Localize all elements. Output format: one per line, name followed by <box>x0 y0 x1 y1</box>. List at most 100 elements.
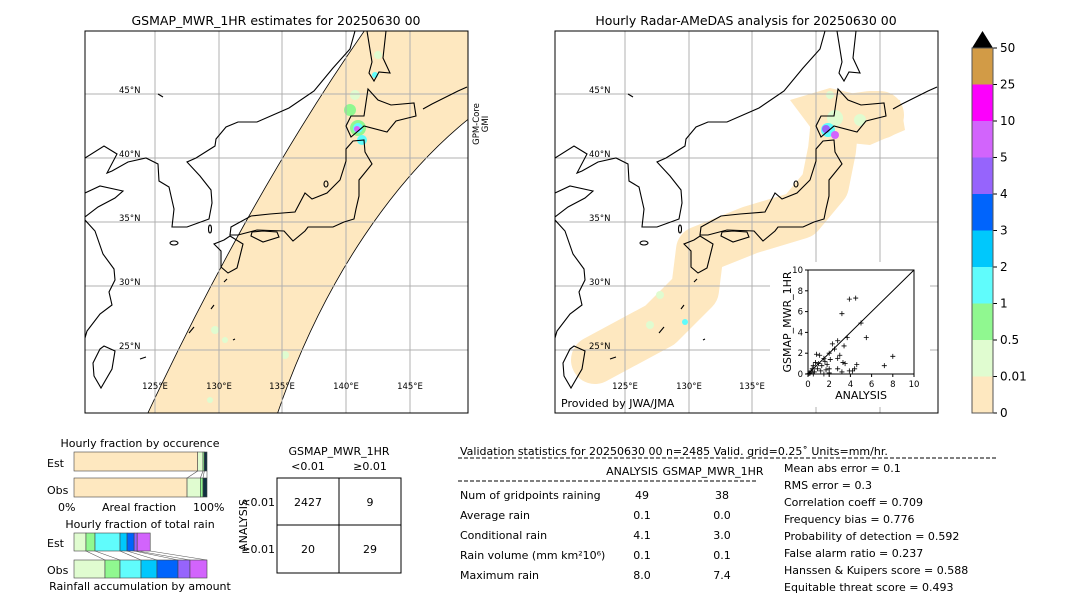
bar-connector <box>119 550 142 561</box>
bar-segment <box>204 451 208 472</box>
scatter-point <box>818 368 824 374</box>
stats-score: RMS error = 0.3 <box>784 479 872 492</box>
scatter-inset: 0 2 4 6 8 10 0 2 4 6 8 10 ANALYSIS GSMAP_MWR_1HR <box>770 262 930 407</box>
scatter-point <box>854 362 860 368</box>
colorbar-label: 5 <box>1000 151 1008 165</box>
colorbar-extend-arrow <box>972 31 993 48</box>
scatter-ytick-label: 8 <box>798 287 803 297</box>
scatter-point <box>815 366 821 372</box>
scatter-ytick-label: 6 <box>798 308 803 318</box>
left-map-frame <box>84 30 469 414</box>
stats-analysis-value: 49 <box>635 489 649 502</box>
stats-row-label: Num of gridpoints raining <box>460 489 601 502</box>
occurrence-xlabel: Areal fraction <box>102 501 176 514</box>
scatter-point <box>842 361 848 367</box>
stats-analysis-value: 8.0 <box>633 569 651 582</box>
right-map-frame <box>554 30 939 414</box>
stats-score: Correlation coeff = 0.709 <box>784 496 923 509</box>
scatter-point <box>823 367 829 373</box>
left-lat-labels: 45°N 40°N 35°N 30°N 25°N <box>119 86 140 352</box>
bar-segment <box>73 559 106 579</box>
occurrence-obs-label: Obs <box>47 484 69 497</box>
bar-segment <box>126 532 135 552</box>
scatter-point <box>809 366 815 372</box>
scatter-point <box>812 360 818 366</box>
contingency-row-label: ≥0.01 <box>241 543 275 556</box>
stats-score: Mean abs error = 0.1 <box>784 462 901 475</box>
scatter-point <box>819 363 825 369</box>
stats-gsmap-value: 0.0 <box>713 509 731 522</box>
bar-connector <box>94 550 121 561</box>
scatter-ytick-label: 0 <box>798 370 803 380</box>
occurrence-est-label: Est <box>47 457 65 470</box>
scatter-point <box>853 295 859 301</box>
colorbar-segment <box>972 194 993 231</box>
contingency-row-title: ANALYSIS <box>237 499 250 551</box>
colorbar-segment <box>972 121 993 158</box>
right-lon-labels: 125°E 130°E 135°E <box>612 382 765 392</box>
svg-text:45°N: 45°N <box>589 86 610 96</box>
stats-gsmap-value: 3.0 <box>713 529 731 542</box>
bar-connector <box>186 470 198 479</box>
stats-title: Validation statistics for 20250630 00 n=… <box>460 445 888 458</box>
rain-fraction-chart: Hourly fraction of total rain Est Obs Ra… <box>47 518 232 593</box>
svg-text:125°E: 125°E <box>142 382 168 392</box>
bar-connector <box>150 550 208 561</box>
colorbar-segment <box>972 157 993 194</box>
colorbar-segment <box>972 267 993 304</box>
scatter-point <box>839 311 845 317</box>
contingency-cell: 29 <box>363 543 377 556</box>
stats-row-label: Maximum rain <box>460 569 539 582</box>
scatter-point <box>846 296 852 302</box>
colorbar-segment <box>972 340 993 377</box>
rain-est-label: Est <box>47 537 65 550</box>
bar-connector <box>137 550 191 561</box>
scatter-point <box>811 369 817 375</box>
scatter-point <box>807 370 813 376</box>
svg-text:130°E: 130°E <box>206 382 232 392</box>
bar-segment <box>85 532 96 552</box>
stats-row-label: Rain volume (mm km²10⁶) <box>460 549 605 562</box>
scatter-point <box>839 369 845 375</box>
scatter-point <box>817 352 823 358</box>
colorbar-label: 4 <box>1000 187 1008 201</box>
svg-text:35°N: 35°N <box>119 214 140 224</box>
scatter-ytick-label: 4 <box>798 328 803 338</box>
scatter-ylabel: GSMAP_MWR_1HR <box>781 271 794 372</box>
contingency-col-label: <0.01 <box>291 460 325 473</box>
stats-row-label: Average rain <box>460 509 530 522</box>
scatter-ytick-label: 2 <box>798 349 803 359</box>
bar-connector <box>85 550 106 561</box>
colorbar-label: 10 <box>1000 114 1015 128</box>
scatter-point <box>827 356 833 362</box>
scatter-xtick-label: 2 <box>826 380 831 390</box>
colorbar-label: 0.01 <box>1000 370 1027 384</box>
colorbar-segment <box>972 230 993 267</box>
svg-text:40°N: 40°N <box>119 150 140 160</box>
stats-analysis-value: 4.1 <box>633 529 651 542</box>
scatter-point <box>826 350 832 356</box>
bar-segment <box>197 451 204 472</box>
occurrence-max-label: 100% <box>193 501 224 514</box>
stats-score: Equitable threat score = 0.493 <box>784 581 953 594</box>
svg-text:135°E: 135°E <box>269 382 295 392</box>
stats-col-header: ANALYSIS <box>606 465 658 478</box>
occurrence-min-label: 0% <box>58 501 75 514</box>
scatter-xtick-label: 8 <box>890 380 895 390</box>
contingency-table: GSMAP_MWR_1HR <0.01 ≥0.01 <0.01 ≥0.01 AN… <box>237 445 402 574</box>
scatter-point <box>806 370 812 376</box>
contingency-col-title: GSMAP_MWR_1HR <box>288 445 389 458</box>
right-map-title: Hourly Radar-AMeDAS analysis for 2025063… <box>595 13 896 28</box>
contingency-cell: 2427 <box>294 496 322 509</box>
scatter-point <box>844 335 850 341</box>
contingency-col-label: ≥0.01 <box>353 460 387 473</box>
svg-text:130°E: 130°E <box>676 382 702 392</box>
scatter-point <box>821 355 827 361</box>
scatter-xtick-label: 10 <box>909 380 920 390</box>
stats-score: Probability of detection = 0.592 <box>784 530 959 543</box>
svg-text:GMI: GMI <box>481 116 491 132</box>
validation-stats: Validation statistics for 20250630 00 n=… <box>458 445 996 594</box>
sensor-label: GPM-Core GMI <box>472 103 491 145</box>
rain-fraction-title: Hourly fraction of total rain <box>65 518 214 531</box>
